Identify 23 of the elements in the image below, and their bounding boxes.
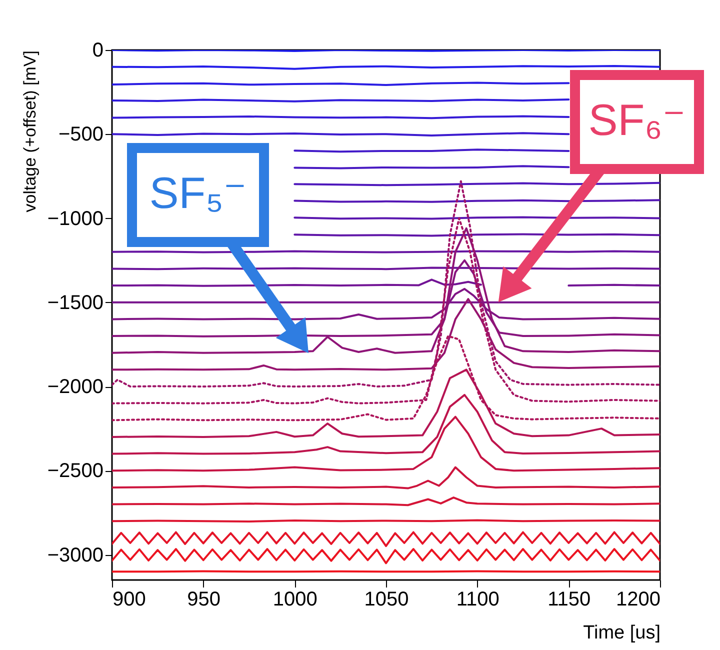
y-tick-label: −3000 [47, 544, 104, 566]
y-tick-label: −500 [58, 124, 104, 146]
x-tick-label: 1200 [616, 588, 660, 610]
y-tick-label: −1000 [47, 208, 104, 230]
annotation: SF₅⁻ [149, 169, 247, 218]
x-tick-label: 950 [187, 588, 221, 610]
line-series [112, 227, 660, 354]
y-axis-title: voltage (+offset) [mV] [20, 50, 40, 212]
y-tick-label: 0 [92, 40, 104, 62]
x-tick-label: 1000 [272, 588, 318, 610]
y-tick-label: −1500 [47, 292, 104, 314]
line-series [112, 466, 660, 490]
line-series [112, 548, 660, 564]
line-series [112, 496, 660, 506]
x-tick-label: 1100 [456, 588, 500, 610]
annotation: SF₆⁻ [588, 96, 686, 145]
x-tick-label: 1050 [364, 588, 409, 610]
y-tick-label: −2500 [47, 460, 104, 482]
x-tick-label: 1150 [548, 588, 591, 610]
y-tick-label: −2000 [47, 376, 104, 398]
line-series [112, 531, 660, 548]
x-axis-title: Time [us] [583, 622, 660, 644]
x-tick-label: 900 [112, 588, 146, 610]
